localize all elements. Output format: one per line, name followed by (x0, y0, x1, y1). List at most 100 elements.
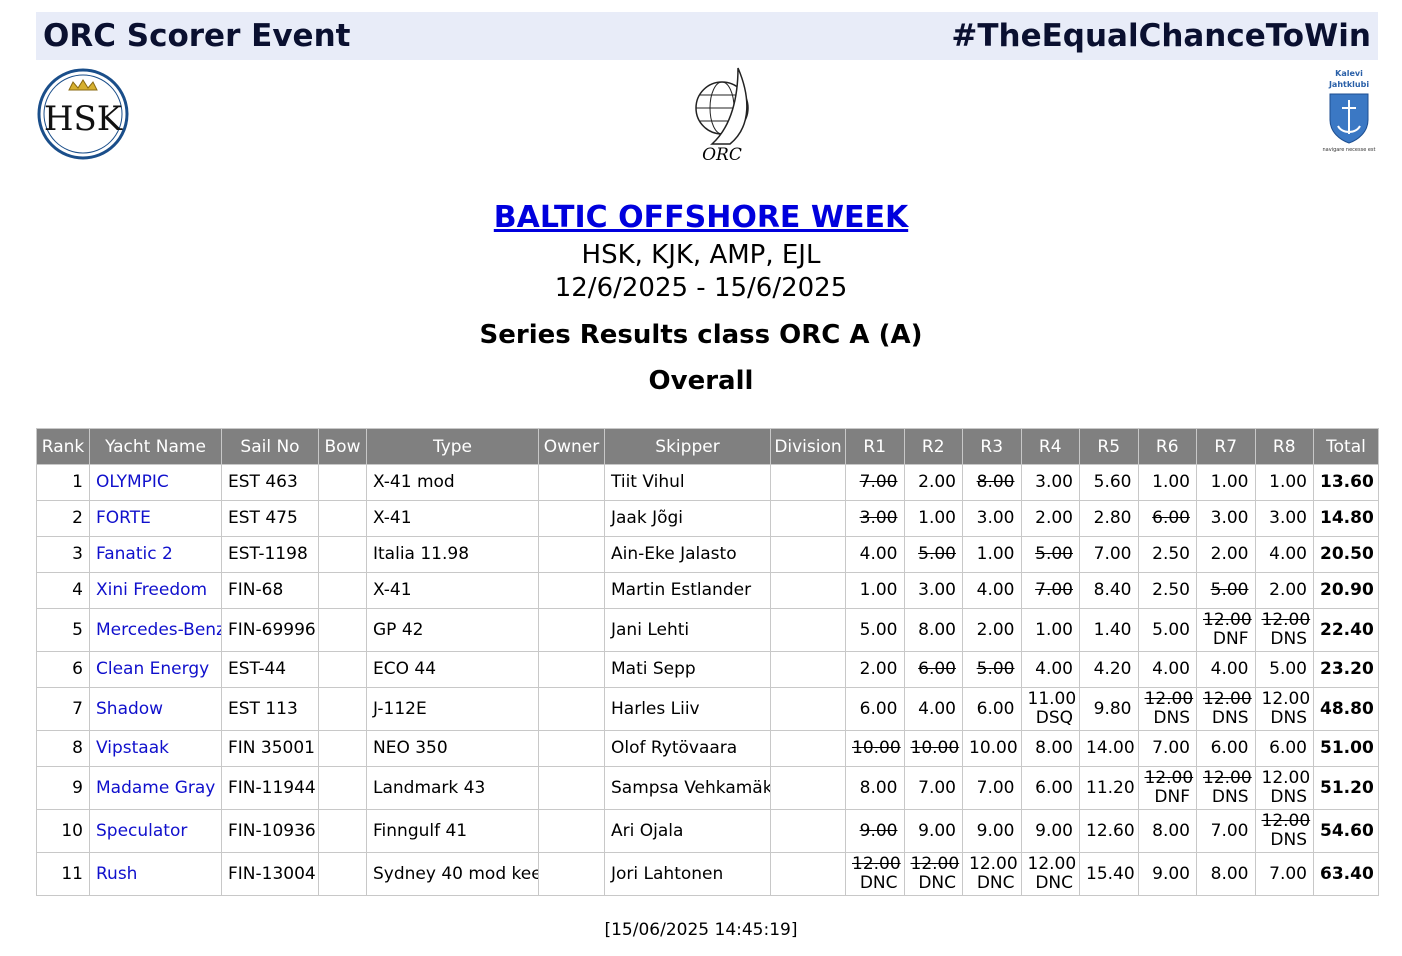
race-score: 3.00 (1210, 508, 1249, 528)
race-score: 12.00 (1261, 768, 1311, 788)
orc-logo-text: ORC (702, 145, 742, 164)
race-score: 2.80 (1093, 508, 1132, 528)
race-cell: 5.00 (1254, 651, 1314, 688)
race-score: 7.00 (859, 472, 898, 492)
yacht-cell[interactable]: Vipstaak (89, 730, 222, 767)
race-cell: 4.00 (962, 572, 1022, 609)
rank-cell: 6 (36, 651, 90, 688)
race-score: 3.00 (1269, 508, 1307, 528)
race-score: 11.20 (1086, 777, 1135, 798)
race-cell: 10.00 (903, 730, 963, 767)
race-cell: 8.00 (1020, 730, 1080, 767)
division-cell (770, 687, 846, 731)
rank-cell: 8 (36, 730, 90, 767)
owner-cell (538, 464, 605, 501)
race-score: 2.00 (976, 619, 1015, 640)
column-header: R7 (1196, 428, 1256, 465)
division-cell (770, 809, 846, 853)
skipper-cell: Olof Rytövaara (604, 730, 771, 767)
race-score: 8.40 (1093, 580, 1132, 600)
race-cell: 8.00 (903, 608, 963, 652)
owner-cell (538, 500, 605, 537)
race-score: 3.00 (859, 508, 898, 528)
yacht-cell[interactable]: Speculator (89, 809, 222, 853)
yacht-cell[interactable]: Fanatic 2 (89, 536, 222, 573)
type-cell: X-41 (366, 500, 539, 537)
race-score: 2.00 (859, 659, 898, 679)
total-cell: 51.00 (1313, 730, 1379, 767)
division-cell (770, 766, 846, 810)
race-cell: 4.00 (1020, 651, 1080, 688)
sail-cell: EST-44 (221, 651, 319, 688)
yacht-cell[interactable]: FORTE (89, 500, 222, 537)
skipper-cell: Ain-Eke Jalasto (604, 536, 771, 573)
division-cell (770, 730, 846, 767)
race-cell: 3.00 (962, 500, 1022, 537)
header-title: ORC Scorer Event (43, 18, 351, 54)
kjk-logo-motto: navigare necesse est (1322, 147, 1375, 153)
column-header: Yacht Name (89, 428, 222, 465)
type-cell: ECO 44 (366, 651, 539, 688)
race-cell: 6.00 (1254, 730, 1314, 767)
race-cell: 9.00 (1137, 852, 1197, 896)
division-cell (770, 852, 846, 896)
race-cell: 3.00 (845, 500, 905, 537)
race-cell: 12.00 DNF (1196, 608, 1256, 652)
race-score: 4.00 (976, 580, 1015, 600)
race-cell: 14.00 (1079, 730, 1139, 767)
total-cell: 54.60 (1313, 809, 1379, 853)
bow-cell (318, 572, 367, 609)
race-score: 10.00 (969, 738, 1018, 758)
race-cell: 15.40 (1079, 852, 1139, 896)
yacht-cell[interactable]: Shadow (89, 687, 222, 731)
race-score: 12.00 (969, 854, 1018, 874)
bow-cell (318, 651, 367, 688)
result-row: 5 Mercedes-Benz FIN-69996 GP 42 Jani Lehti 5.… (36, 608, 1379, 652)
yacht-cell[interactable]: Clean Energy (89, 651, 222, 688)
column-header: R8 (1254, 428, 1314, 465)
race-score: 9.00 (1152, 863, 1190, 884)
race-cell: 8.00 (1196, 852, 1256, 896)
race-score: 4.00 (1210, 659, 1249, 679)
bow-cell (318, 536, 367, 573)
yacht-cell[interactable]: Madame Gray (89, 766, 222, 810)
section: Overall (648, 366, 754, 396)
sail-cell: FIN 35001 (221, 730, 319, 767)
yacht-cell[interactable]: OLYMPIC (89, 464, 222, 501)
race-score: 2.50 (1152, 544, 1190, 564)
race-code: DNC (1035, 873, 1073, 893)
race-score: 8.00 (859, 777, 898, 798)
rank-cell: 11 (36, 852, 90, 896)
race-score: 12.00 (1261, 610, 1311, 630)
race-score: 7.00 (1035, 580, 1073, 600)
race-cell: 2.00 (1254, 572, 1314, 609)
race-score: 6.00 (976, 698, 1015, 719)
event-name[interactable]: BALTIC OFFSHORE WEEK (493, 200, 909, 235)
race-cell: 5.00 (903, 536, 963, 573)
race-cell: 4.00 (1137, 651, 1197, 688)
race-code: DNC (976, 873, 1015, 893)
sail-cell: EST-1198 (221, 536, 319, 573)
header-tagline: #TheEqualChanceToWin (951, 18, 1371, 54)
yacht-cell[interactable]: Mercedes-Benz (89, 608, 222, 652)
result-row: 1 OLYMPIC EST 463 X-41 mod Tiit Vihul 7.00 2.0… (36, 464, 1379, 501)
race-score: 4.00 (1035, 659, 1073, 679)
race-score: 9.80 (1093, 698, 1132, 719)
race-score: 1.00 (976, 544, 1015, 564)
race-score: 7.00 (1269, 863, 1307, 884)
yacht-cell[interactable]: Rush (89, 852, 222, 896)
race-code: DNS (1153, 708, 1190, 728)
yacht-cell[interactable]: Xini Freedom (89, 572, 222, 609)
race-score: 1.00 (918, 508, 956, 528)
race-cell: 12.60 (1079, 809, 1139, 853)
race-score: 4.20 (1093, 659, 1132, 679)
race-score: 7.00 (918, 777, 956, 798)
owner-cell (538, 572, 605, 609)
race-score: 7.00 (976, 777, 1015, 798)
race-code: DNS (1270, 830, 1307, 850)
header-bar: ORC Scorer Event #TheEqualChanceToWin (36, 12, 1378, 60)
result-row: 7 Shadow EST 113 J-112E Harles Liiv 6.00 4.00 6… (36, 687, 1379, 731)
race-score: 12.00 (1027, 854, 1077, 874)
race-code: DNF (1212, 629, 1249, 649)
race-score: 5.00 (1269, 659, 1307, 679)
